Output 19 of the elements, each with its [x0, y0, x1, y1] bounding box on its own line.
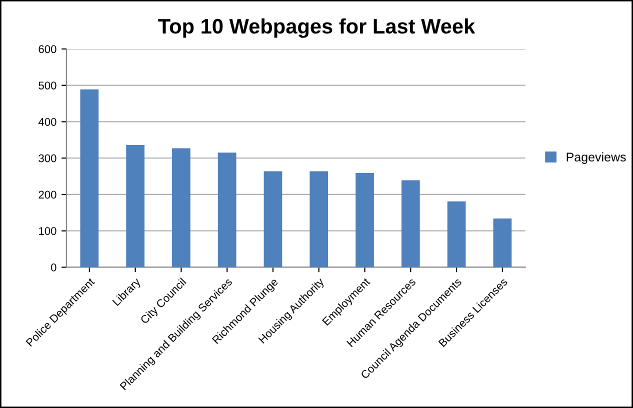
bar — [310, 171, 328, 268]
y-tick-label: 600 — [38, 45, 56, 54]
y-tick-label: 200 — [38, 190, 56, 199]
bar — [447, 201, 466, 268]
y-tick-label: 0 — [51, 264, 56, 272]
bar — [493, 218, 512, 268]
chart-title: Top 10 Webpages for Last Week — [158, 18, 476, 38]
y-tick-label: 400 — [38, 118, 56, 126]
bar — [126, 145, 144, 268]
y-tick-label: 300 — [38, 154, 56, 162]
bar — [172, 148, 190, 268]
bar — [356, 173, 374, 268]
bar — [218, 152, 236, 268]
bar — [264, 171, 282, 268]
bar — [401, 180, 420, 268]
bar — [80, 89, 99, 268]
y-tick-label: 100 — [39, 227, 56, 235]
legend-label: Pageviews — [566, 152, 626, 164]
y-tick-label: 500 — [38, 82, 56, 90]
